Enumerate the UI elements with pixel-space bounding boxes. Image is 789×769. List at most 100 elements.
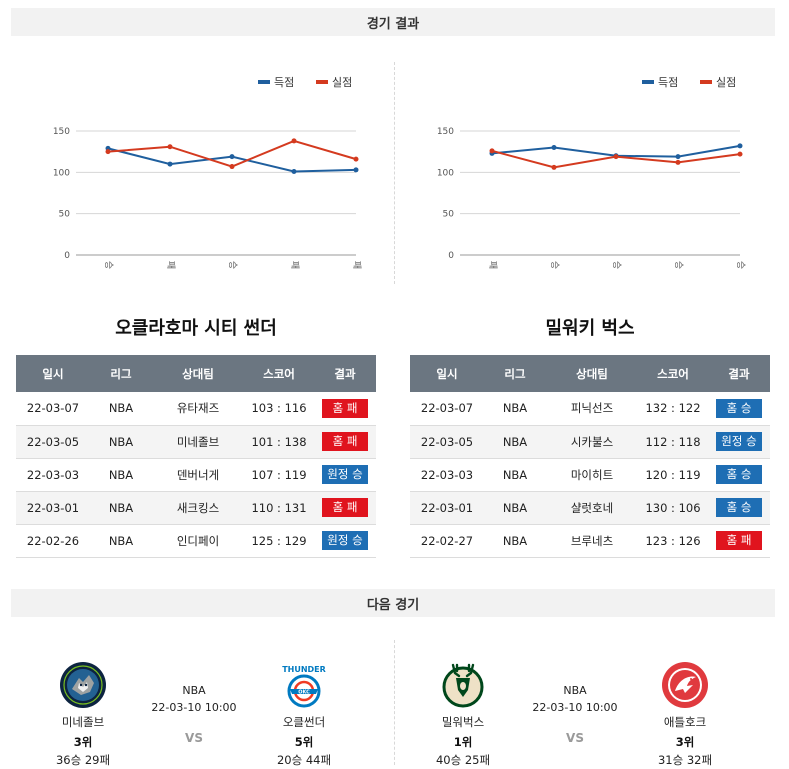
result-badge: 홈 패: [322, 432, 368, 451]
game-result-cell: 홈 패: [314, 425, 376, 459]
x-tick-label: 승: [735, 261, 746, 269]
table-header-row: 일시 리그 상대팀 스코어 결과: [410, 355, 770, 392]
game-league: NBA: [484, 392, 546, 426]
game-result-cell: 원정 승: [314, 524, 376, 558]
game-opponent: 미네졸브: [152, 425, 244, 459]
game-score: 103 : 116: [244, 392, 314, 426]
okc-results-table: 일시 리그 상대팀 스코어 결과 22-03-07 NBA 유타재즈 103 : 11…: [16, 355, 376, 558]
bucks-logo-icon: [439, 661, 487, 709]
game-opponent: 샬럿호네: [546, 491, 638, 525]
header-result: 결과: [314, 355, 376, 392]
mil-score-chart: 0 50 100 150 패 승 승 승 승 득점 실점: [400, 64, 770, 284]
x-tick-label: 패: [351, 261, 362, 269]
result-badge: 원정 승: [322, 465, 368, 484]
next-game-1-home-team[interactable]: 미네졸브 3위 36승 29패: [38, 661, 128, 768]
data-point-conceded: [229, 164, 235, 170]
game-opponent: 유타재즈: [152, 392, 244, 426]
header-opponent: 상대팀: [546, 355, 638, 392]
y-tick-label: 100: [53, 168, 70, 178]
header-score: 스코어: [638, 355, 708, 392]
match-league: NBA: [182, 684, 206, 697]
game-result-cell: 홈 패: [314, 491, 376, 525]
next-game-1-away-team[interactable]: THUNDER OKC 오클썬더 5위 20승 44패: [259, 661, 349, 768]
header-opponent: 상대팀: [152, 355, 244, 392]
game-league: NBA: [90, 524, 152, 558]
next-games-section-title: 다음 경기: [366, 597, 420, 613]
next-game-2-away-team[interactable]: 애틀호크 3위 31승 32패: [640, 661, 730, 768]
game-date: 22-02-26: [16, 524, 90, 558]
game-result-cell: 홈 승: [708, 458, 770, 492]
away-team-rank: 5위: [294, 735, 314, 749]
header-league: 리그: [484, 355, 546, 392]
game-score: 132 : 122: [638, 392, 708, 426]
x-tick-label: 패: [165, 261, 176, 269]
data-point-conceded: [353, 156, 359, 162]
x-tick-label: 승: [103, 261, 114, 269]
table-row: 22-03-01 NBA 새크킹스 110 : 131 홈 패: [16, 491, 376, 525]
game-date: 22-03-03: [16, 458, 90, 492]
game-result-cell: 홈 승: [708, 392, 770, 426]
result-badge: 홈 패: [716, 531, 762, 550]
game-date: 22-03-05: [410, 425, 484, 459]
x-tick-label: 승: [673, 261, 684, 269]
table-row: 22-03-05 NBA 미네졸브 101 : 138 홈 패: [16, 425, 376, 459]
vs-label: VS: [185, 731, 203, 745]
legend-swatch-conceded: [700, 80, 712, 84]
data-point-scored: [291, 169, 297, 175]
away-team-name: 오클썬더: [282, 715, 326, 729]
x-tick-label: 승: [227, 261, 238, 269]
data-point-conceded: [489, 148, 495, 154]
result-badge: 원정 승: [716, 432, 762, 451]
okc-team-title: 오클라호마 시티 썬더: [115, 318, 277, 339]
header-league: 리그: [90, 355, 152, 392]
legend-label-scored: 득점: [658, 76, 678, 89]
data-point-conceded: [613, 154, 619, 160]
game-league: NBA: [90, 392, 152, 426]
game-score: 107 : 119: [244, 458, 314, 492]
data-point-conceded: [291, 138, 297, 144]
game-score: 110 : 131: [244, 491, 314, 525]
svg-text:OKC: OKC: [298, 690, 310, 696]
game-opponent: 마이히트: [546, 458, 638, 492]
series-line-conceded: [107, 139, 357, 168]
next-game-2-home-team[interactable]: 밀워벅스 1위 40승 25패: [418, 661, 508, 768]
match-datetime: 22-03-10 10:00: [151, 701, 237, 714]
game-score: 130 : 106: [638, 491, 708, 525]
home-team-rank: 3위: [73, 735, 93, 749]
hawks-logo-icon: [661, 661, 709, 709]
match-league: NBA: [563, 684, 587, 697]
away-team-record: 31승 32패: [657, 753, 713, 767]
game-date: 22-03-05: [16, 425, 90, 459]
x-tick-label: 패: [487, 261, 498, 269]
game-league: NBA: [90, 425, 152, 459]
table-row: 22-02-27 NBA 브루네츠 123 : 126 홈 패: [410, 524, 770, 558]
game-result-cell: 홈 패: [314, 392, 376, 426]
data-point-scored: [167, 161, 173, 167]
away-team-rank: 3위: [675, 735, 695, 749]
data-point-conceded: [167, 144, 173, 150]
game-league: NBA: [484, 524, 546, 558]
table-row: 22-03-01 NBA 샬럿호네 130 : 106 홈 승: [410, 491, 770, 525]
legend-swatch-conceded: [316, 80, 328, 84]
table-header-row: 일시 리그 상대팀 스코어 결과: [16, 355, 376, 392]
game-date: 22-03-01: [16, 491, 90, 525]
header-score: 스코어: [244, 355, 314, 392]
game-date: 22-03-01: [410, 491, 484, 525]
mil-results-table: 일시 리그 상대팀 스코어 결과 22-03-07 NBA 피닉선즈 132 : 12…: [410, 355, 770, 558]
home-team-record: 40승 25패: [435, 753, 491, 767]
okc-line-chart: 0 50 100 150 승 패 승 패 패 득점 실점: [53, 76, 362, 269]
table-row: 22-03-07 NBA 유타재즈 103 : 116 홈 패: [16, 392, 376, 426]
y-tick-label: 100: [437, 168, 454, 178]
game-score: 120 : 119: [638, 458, 708, 492]
game-score: 101 : 138: [244, 425, 314, 459]
header-date: 일시: [16, 355, 90, 392]
results-section-header: 경기 결과: [11, 8, 775, 36]
y-tick-label: 150: [53, 127, 70, 137]
game-opponent: 시카불스: [546, 425, 638, 459]
away-team-name: 애틀호크: [663, 715, 707, 729]
results-section-title: 경기 결과: [366, 16, 420, 32]
y-tick-label: 150: [437, 127, 454, 137]
header-date: 일시: [410, 355, 484, 392]
header-result: 결과: [708, 355, 770, 392]
result-badge: 홈 패: [322, 498, 368, 517]
